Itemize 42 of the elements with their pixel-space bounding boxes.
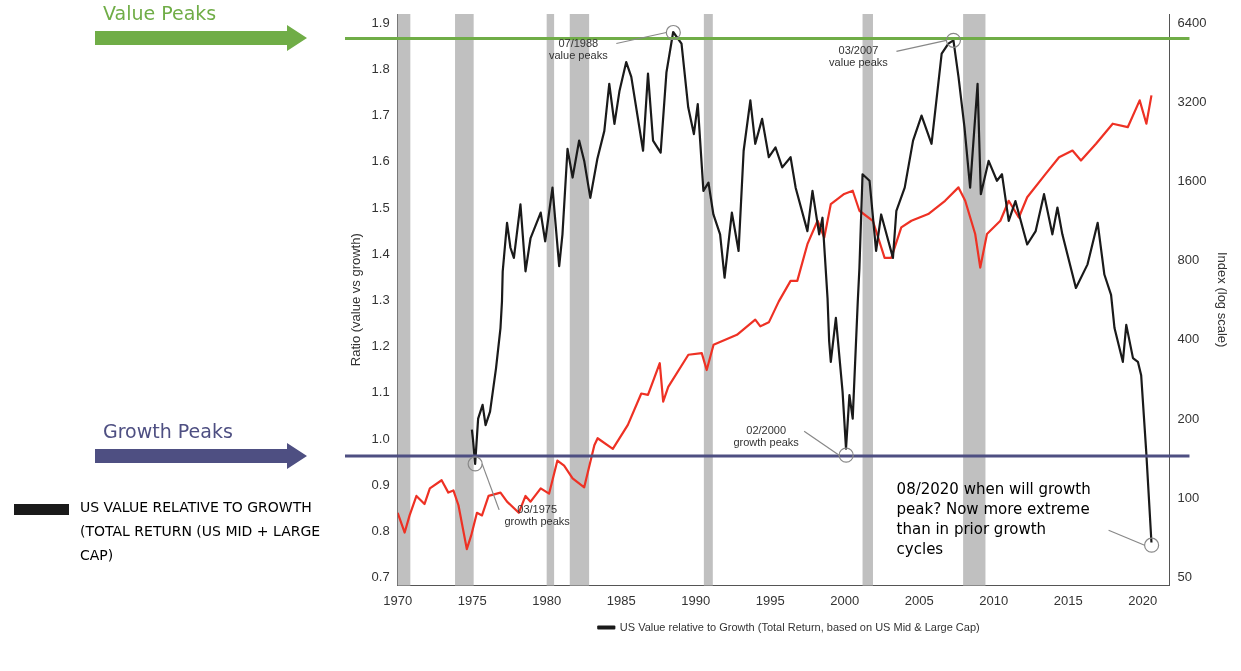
- x-tick-label: 1970: [383, 592, 413, 608]
- ref-line-label: Growth Peaks: [103, 420, 233, 443]
- y-tick-label: 0.9: [371, 476, 390, 492]
- y-axis-title: Ratio (value vs growth): [348, 233, 364, 367]
- y2-tick-label: 6400: [1177, 14, 1207, 30]
- y2-tick-label: 50: [1177, 568, 1192, 584]
- x-tick-label: 1985: [606, 592, 636, 608]
- y-tick-label: 1.0: [371, 430, 390, 446]
- x-tick-label: 2005: [904, 592, 934, 608]
- x-tick-label: 2000: [830, 592, 860, 608]
- annotation: 02/2000 growth peaks: [733, 424, 800, 449]
- x-tick-label: 1995: [755, 592, 785, 608]
- y-tick-label: 1.1: [371, 384, 390, 400]
- text: US VALUE RELATIVE TO GROWTH (TOTAL RETURN (US MID + LARGE CAP): [80, 498, 322, 565]
- annotation: 03/2007 value peaks: [829, 44, 889, 69]
- y2-tick-label: 400: [1177, 331, 1200, 347]
- y2-tick-label: 3200: [1177, 93, 1207, 109]
- x-tick-label: 2015: [1053, 592, 1083, 608]
- y2-tick-label: 800: [1177, 252, 1200, 268]
- y-tick-label: 0.7: [371, 569, 390, 585]
- y-tick-label: 1.7: [371, 107, 390, 123]
- y-tick-label: 0.8: [371, 522, 390, 538]
- x-tick-label: 1980: [532, 592, 562, 608]
- y-tick-label: 1.3: [371, 291, 390, 307]
- annotation: 07/1988 value peaks: [548, 36, 609, 61]
- x-tick-label: 1990: [681, 592, 711, 608]
- ref-line-label: Value Peaks: [103, 2, 217, 25]
- x-tick-label: 1975: [457, 592, 487, 608]
- y2-axis-title: Index (log scale): [1214, 252, 1230, 348]
- y2-tick-label: 200: [1177, 410, 1200, 426]
- y2-tick-label: 100: [1177, 489, 1200, 505]
- y-tick-label: 1.8: [371, 61, 390, 77]
- x-tick-label: 2010: [979, 592, 1009, 608]
- y-tick-label: 1.9: [371, 14, 390, 30]
- annotation: 08/2020 when will growth peak? Now more extreme than in prior growth cycles: [896, 480, 1091, 559]
- y2-tick-label: 1600: [1177, 173, 1207, 189]
- legend-label: US Value relative to Growth (Total Return, based on US Mid & Large Cap): [619, 620, 980, 633]
- y-tick-label: 1.6: [371, 153, 390, 169]
- y-tick-label: 1.4: [371, 245, 390, 261]
- x-tick-label: 2020: [1128, 592, 1158, 608]
- y-tick-label: 1.5: [371, 199, 390, 215]
- y-tick-label: 1.2: [371, 338, 390, 354]
